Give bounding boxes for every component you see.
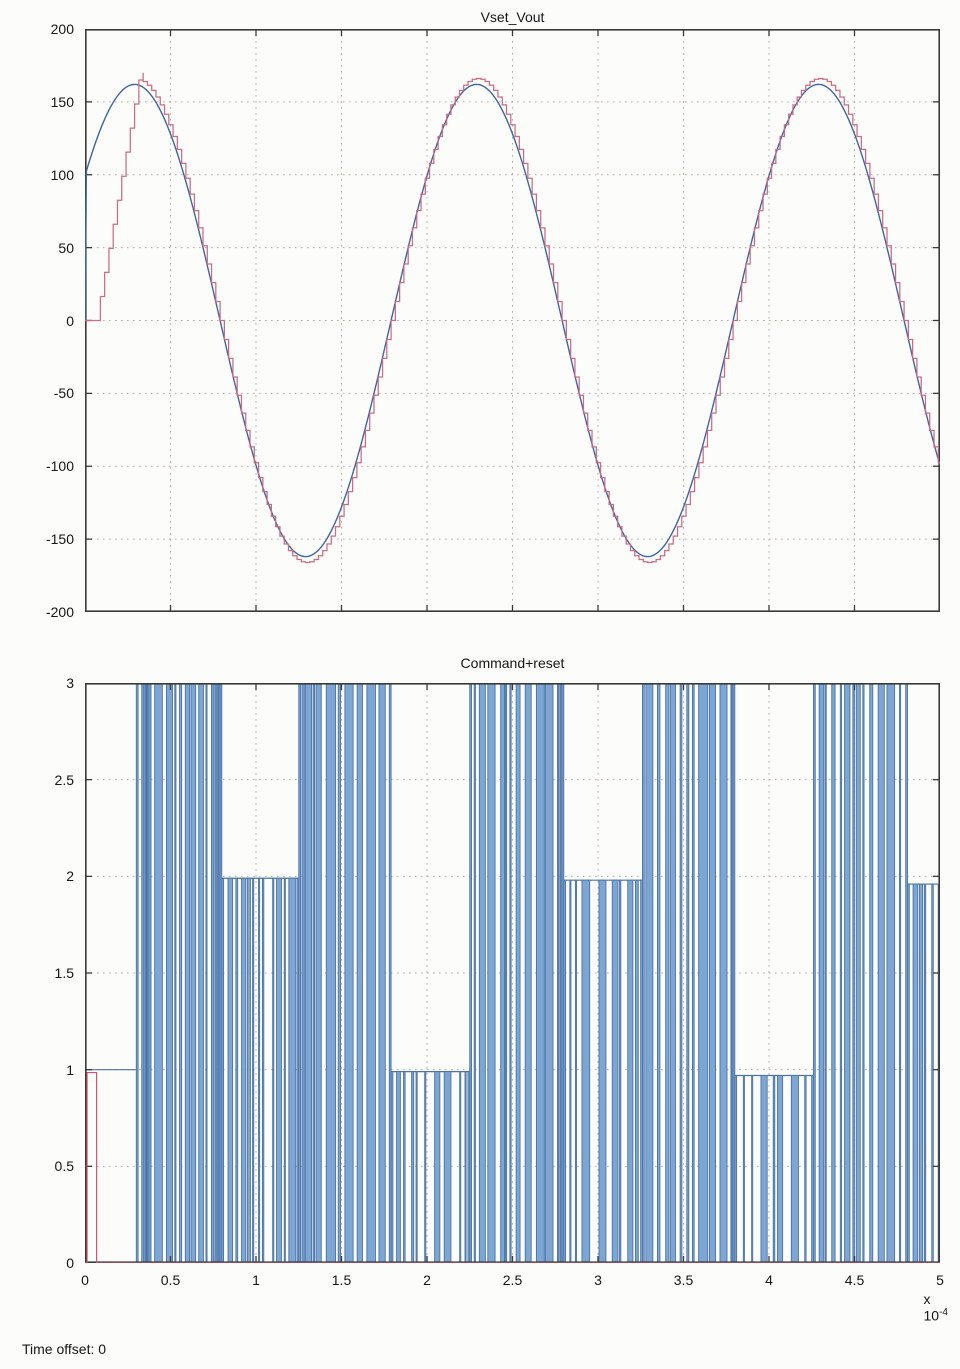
x-tick-label: 3 — [594, 1272, 602, 1288]
x-tick-label: 2.5 — [502, 1272, 523, 1288]
y-tick-label: 3 — [66, 675, 74, 691]
y-tick-label: 150 — [50, 93, 74, 110]
y-tick-label: -200 — [45, 604, 74, 620]
x-axis-multiplier-base: x 10 — [923, 1291, 940, 1324]
y-tick-label: 0.5 — [54, 1158, 74, 1175]
y-tick-label: -100 — [45, 458, 74, 475]
y-tick-label: -50 — [53, 385, 74, 402]
x-tick-label: 1 — [252, 1272, 260, 1288]
y-tick-label: 1 — [66, 1061, 74, 1078]
x-tick-label: 2 — [423, 1272, 431, 1288]
x-tick-label: 4.5 — [844, 1272, 865, 1288]
x-tick-label: 3.5 — [673, 1272, 694, 1288]
y-tick-label: 0 — [66, 312, 74, 329]
bottom-plot-canvas — [85, 683, 940, 1263]
x-tick-label: 1.5 — [331, 1272, 352, 1288]
y-tick-label: 2 — [66, 868, 74, 885]
y-tick-label: 2.5 — [54, 771, 74, 788]
y-tick-label: 200 — [50, 21, 74, 37]
x-axis-multiplier: x 10-4 — [924, 1291, 948, 1324]
bottom-plot-title: Command+reset — [460, 655, 565, 671]
top-plot-title: Vset_Vout — [480, 9, 545, 25]
y-tick-label: 50 — [58, 239, 74, 256]
x-tick-label: 0.5 — [160, 1272, 181, 1288]
x-tick-label: 5 — [936, 1272, 944, 1288]
top-plot-canvas — [85, 29, 940, 612]
x-tick-label: 0 — [81, 1272, 89, 1288]
y-tick-label: 100 — [50, 166, 74, 183]
time-offset-label: Time offset: 0 — [22, 1341, 107, 1357]
y-tick-label: 1.5 — [54, 965, 74, 981]
x-tick-label: 4 — [765, 1272, 773, 1288]
y-tick-label: 0 — [66, 1255, 74, 1271]
x-axis-multiplier-exponent: -4 — [939, 1307, 948, 1318]
y-tick-label: -150 — [45, 531, 74, 548]
